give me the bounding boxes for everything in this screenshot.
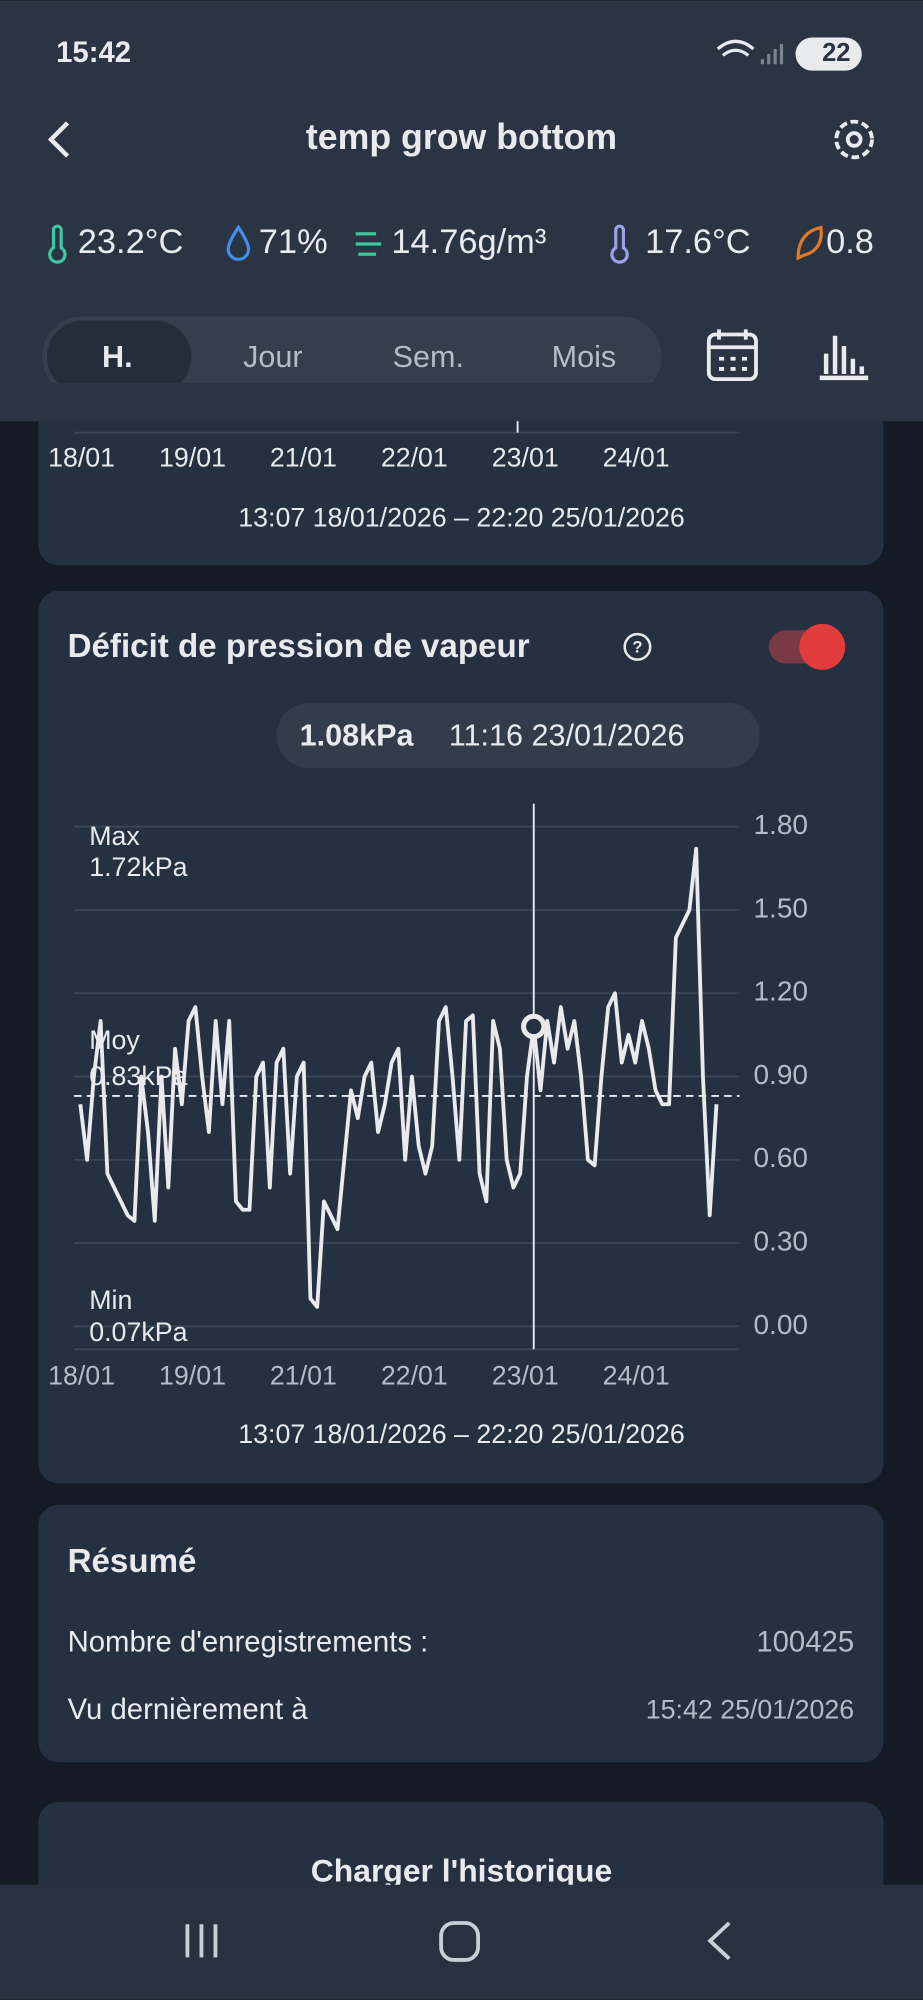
y-tick-label: 0.00 (753, 1309, 808, 1340)
calendar-button[interactable] (706, 329, 758, 382)
x-tick-label: 24/01 (603, 443, 670, 473)
date-range: 13:07 18/01/2026 – 22:20 25/01/2026 (238, 1419, 685, 1449)
x-tick-label: 18/01 (48, 443, 115, 473)
battery-level: 22 (822, 39, 850, 67)
back-nav-button[interactable] (707, 1921, 731, 1961)
annotation-value: 0.83kPa (89, 1061, 187, 1091)
vpd-icon (796, 225, 823, 261)
battery (795, 37, 862, 71)
y-tick-label: 1.20 (753, 976, 808, 1007)
tooltip (276, 702, 760, 768)
data-line (78, 846, 719, 1309)
summary-key: Vu dernièrement à (68, 1693, 309, 1726)
reading-vpd: 0.8 (826, 223, 874, 261)
clock: 15:42 (56, 36, 131, 69)
toggle-knob[interactable] (799, 623, 846, 670)
humidity-icon (226, 224, 251, 261)
reading-dewpoint: 17.6°C (645, 223, 751, 261)
temp-icon (48, 224, 67, 264)
wifi-icon (716, 39, 755, 57)
y-tick-label: 1.80 (753, 809, 808, 840)
tab-bar (42, 316, 662, 397)
tab[interactable]: H. (102, 340, 133, 374)
y-tick-label: 0.60 (753, 1142, 808, 1173)
reading-temperature: 23.2°C (78, 223, 184, 261)
reading-abs-humidity: 14.76g/m³ (391, 223, 546, 261)
x-tick-label: 21/01 (270, 1360, 337, 1390)
annotation-label: Max (89, 821, 140, 851)
reading-humidity: 71% (259, 223, 328, 261)
settings-button[interactable] (834, 119, 874, 160)
annotation-value: 1.72kPa (89, 852, 187, 882)
tab-selected (47, 320, 192, 394)
x-tick-label: 23/01 (492, 1360, 559, 1390)
abs-humidity-icon (355, 232, 382, 256)
x-tick-label: 19/01 (159, 443, 226, 473)
summary-title: Résumé (68, 1543, 197, 1580)
x-tick-label: 18/01 (48, 1360, 115, 1390)
help-icon[interactable]: ? (623, 632, 652, 661)
x-tick-label: 22/01 (381, 443, 448, 473)
card (38, 382, 884, 566)
chart-title: Déficit de pression de vapeur (68, 628, 530, 665)
y-tick-label: 1.50 (753, 892, 808, 923)
tooltip-value: 1.08kPa (300, 718, 415, 752)
recents-button[interactable] (185, 1924, 218, 1958)
date-range: 13:07 18/01/2026 – 22:20 25/01/2026 (238, 502, 685, 532)
signal-icon (760, 43, 784, 65)
load-button-label[interactable]: Charger l'historique (311, 1853, 612, 1889)
y-tick-label: 0.30 (753, 1225, 808, 1256)
back-button[interactable] (47, 121, 70, 158)
page-title: temp grow bottom (306, 117, 617, 157)
x-tick-label: 23/01 (492, 443, 559, 473)
dewpoint-icon (610, 224, 629, 264)
app-bar-edge (0, 382, 923, 422)
summary-value: 15:42 25/01/2026 (646, 1694, 854, 1724)
x-tick-label: 24/01 (603, 1360, 670, 1390)
annotation-value: 0.07kPa (89, 1317, 187, 1347)
home-button[interactable] (439, 1921, 480, 1962)
card (38, 590, 884, 1484)
summary-key: Nombre d'enregistrements : (68, 1626, 429, 1659)
annotation-label: Min (89, 1285, 132, 1315)
chart-type-button[interactable] (819, 335, 869, 381)
summary-value: 100425 (756, 1626, 854, 1659)
tab[interactable]: Jour (243, 340, 302, 374)
tab[interactable]: Mois (552, 340, 617, 374)
tab[interactable]: Sem. (393, 340, 464, 374)
svg-text:?: ? (632, 638, 642, 657)
annotation-label: Moy (89, 1025, 140, 1055)
x-tick-label: 22/01 (381, 1360, 448, 1390)
x-tick-label: 19/01 (159, 1360, 226, 1390)
summary-card (38, 1504, 884, 1763)
x-tick-label: 21/01 (270, 443, 337, 473)
highlight-point (520, 1013, 547, 1040)
nav-bar (0, 1884, 923, 2000)
y-tick-label: 0.90 (753, 1059, 808, 1090)
tooltip-time: 11:16 23/01/2026 (449, 718, 685, 752)
